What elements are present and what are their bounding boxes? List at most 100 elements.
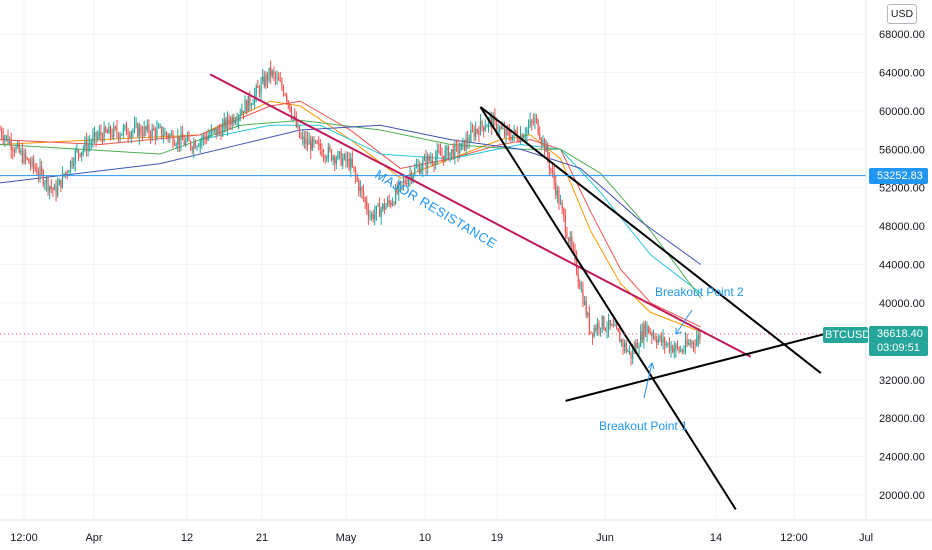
candle-body: [39, 166, 41, 176]
candle-body: [215, 129, 217, 136]
candle-body: [135, 124, 137, 126]
candle-body: [250, 104, 253, 106]
y-tick-label: 28000.00: [879, 413, 925, 425]
candle-body: [403, 180, 405, 183]
candle-body: [652, 335, 655, 337]
y-tick-label: 56000.00: [879, 144, 925, 156]
candle-body: [82, 148, 84, 152]
candle-body: [130, 132, 132, 137]
time-axis[interactable]: 12:00 Apr 12 21 May 10 19 Jun 14 12:00 Jul: [10, 532, 873, 544]
candle-body: [531, 120, 533, 122]
candle-body: [44, 183, 46, 185]
candle-body: [643, 324, 645, 341]
candle-body: [335, 159, 337, 164]
candle-body: [654, 335, 656, 340]
candle-body: [98, 131, 100, 136]
candle-body: [173, 144, 176, 146]
candle-body: [265, 74, 267, 86]
candle-body: [582, 288, 584, 305]
candle-body: [423, 157, 426, 161]
candle-body: [443, 155, 445, 161]
candle-body: [383, 203, 385, 210]
candle-body: [406, 182, 408, 185]
bar-countdown: 03:09:51: [877, 342, 920, 354]
candle-body: [590, 331, 592, 333]
candle-body: [204, 135, 206, 138]
candle-body: [640, 331, 642, 347]
candle-body: [242, 110, 245, 114]
x-tick-label: 14: [710, 532, 722, 544]
x-tick-label: May: [336, 532, 357, 544]
candle-body: [547, 145, 549, 158]
currency-selector[interactable]: USD: [887, 4, 917, 24]
candle-body: [303, 136, 305, 144]
candle-body: [521, 134, 523, 139]
candle-body: [507, 128, 509, 132]
candle-body: [481, 120, 483, 127]
candle-body: [322, 155, 325, 157]
candle-body: [302, 136, 304, 139]
candle-body: [603, 316, 605, 329]
candle-body: [548, 157, 550, 169]
candle-body: [266, 74, 269, 81]
candle-body: [36, 169, 38, 174]
candle-body: [353, 166, 355, 170]
candle-body: [332, 156, 334, 161]
candle-body: [670, 346, 672, 351]
candle-body: [359, 187, 361, 192]
candle-body: [122, 127, 124, 134]
candle-body: [165, 132, 168, 136]
candle-body: [511, 135, 514, 141]
candle-body: [641, 331, 643, 341]
price-axis[interactable]: 20000.0024000.0028000.0032000.0036000.00…: [879, 29, 925, 502]
candle-body: [388, 200, 390, 203]
candle-body: [439, 151, 442, 156]
candle-body: [591, 332, 594, 337]
candle-body: [680, 350, 682, 352]
candle-body: [85, 140, 88, 151]
candle-body: [281, 81, 283, 88]
candle-body: [9, 140, 11, 144]
candle-body: [138, 127, 140, 137]
candle-body: [571, 236, 573, 247]
candle-body: [628, 351, 631, 353]
moving-average-line: [0, 124, 701, 265]
candle-body: [185, 140, 187, 145]
candle-body: [484, 127, 486, 131]
candle-body: [298, 126, 301, 138]
candle-body: [225, 119, 227, 129]
candle-body: [84, 140, 86, 149]
candle-body: [558, 190, 560, 205]
candle-body: [103, 127, 105, 141]
candle-body: [63, 173, 65, 176]
candle-body: [73, 163, 75, 166]
candle-body: [692, 341, 695, 345]
candle-body: [527, 125, 530, 129]
candle-body: [231, 117, 233, 125]
candle-body: [61, 173, 64, 188]
candle-body: [412, 174, 414, 180]
candle-body: [529, 120, 531, 126]
candle-body: [157, 126, 160, 129]
candle-body: [476, 129, 478, 131]
candle-body: [189, 141, 192, 148]
candle-body: [407, 178, 410, 185]
candle-body: [380, 209, 382, 217]
candle-body: [162, 135, 164, 137]
candle-body: [81, 151, 83, 157]
candle-body: [167, 135, 169, 139]
candle-body: [79, 153, 81, 157]
candle-body: [327, 147, 329, 158]
candle-body: [454, 144, 456, 159]
candle-body: [1, 130, 3, 136]
candle-body: [319, 143, 321, 150]
candle-body: [572, 246, 574, 250]
candle-body: [467, 138, 469, 143]
candle-body: [675, 344, 677, 350]
candle-body: [97, 135, 99, 139]
candle-body: [109, 126, 112, 135]
candle-body: [630, 351, 632, 359]
candle-body: [140, 127, 142, 134]
candle-body: [329, 147, 331, 151]
